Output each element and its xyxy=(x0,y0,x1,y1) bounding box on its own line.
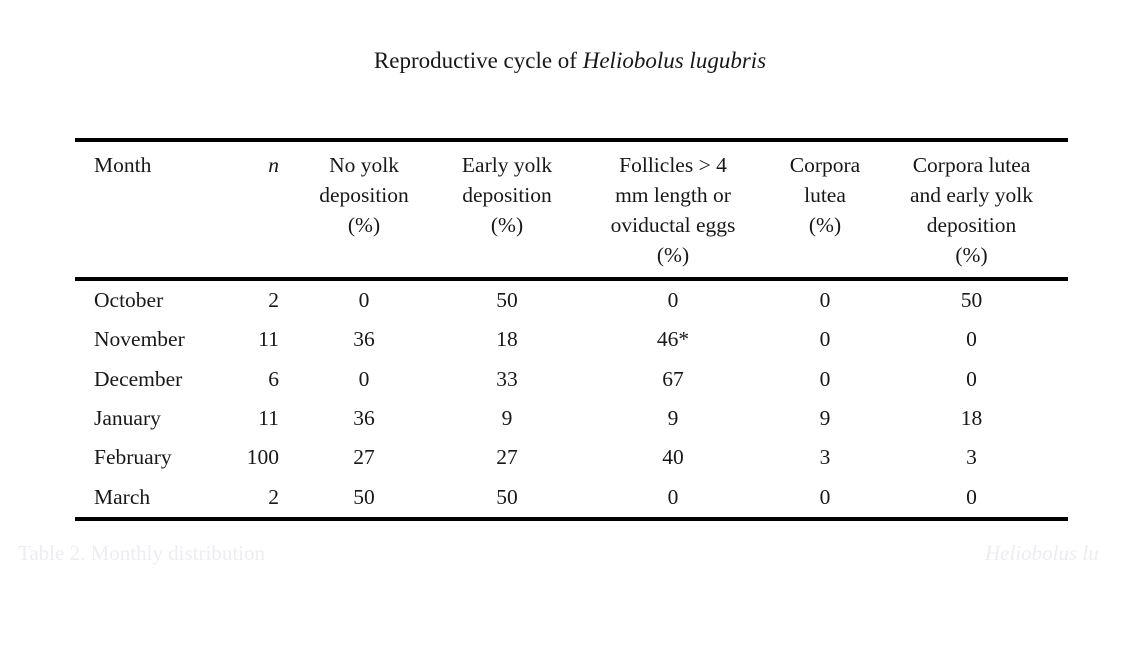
table-row-february: February 100 27 27 40 3 3 xyxy=(75,438,1068,477)
cell-n: 2 xyxy=(268,288,279,313)
column-header-corpora-lutea-early-yolk: Corpora lutea and early yolk deposition … xyxy=(875,140,1068,281)
column-header-no-yolk-deposition: No yolk deposition (%) xyxy=(285,140,443,281)
cell-n: 2 xyxy=(268,484,279,509)
cell-corpora-lutea: 9 xyxy=(819,406,831,431)
table-title: Reproductive cycle of Heliobolus lugubri… xyxy=(70,48,1070,74)
cell-early-yolk: 50 xyxy=(496,484,518,509)
cell-follicles: 9 xyxy=(667,406,679,431)
table-title-text: Reproductive cycle of xyxy=(373,48,583,73)
cell-corpora-lutea-early-yolk: 3 xyxy=(966,445,977,470)
cell-early-yolk: 27 xyxy=(496,445,518,470)
cell-corpora-lutea: 0 xyxy=(819,288,831,313)
column-header-early-yolk-deposition: Early yolk deposition (%) xyxy=(443,140,571,281)
cell-month: March xyxy=(94,484,151,509)
cell-follicles: 46* xyxy=(656,327,690,352)
table-row-march: March 2 50 50 0 0 0 xyxy=(75,477,1068,518)
table-body: October 2 0 50 0 0 50 November 11 36 18 … xyxy=(75,279,1068,519)
cell-no-yolk: 27 xyxy=(353,445,375,470)
cell-follicles: 40 xyxy=(662,445,684,470)
table-row-november: November 11 36 18 46* 0 0 xyxy=(75,320,1068,359)
column-header-corpora-lutea: Corpora lutea (%) xyxy=(775,140,875,281)
cell-early-yolk: 50 xyxy=(496,288,518,313)
cell-month: November xyxy=(94,327,185,352)
cell-no-yolk: 36 xyxy=(353,327,375,352)
cell-follicles: 67 xyxy=(662,366,684,391)
cell-corpora-lutea: 3 xyxy=(819,445,831,470)
cell-n: 6 xyxy=(268,366,279,391)
cell-month: February xyxy=(94,445,172,470)
cell-early-yolk: 9 xyxy=(501,406,513,431)
cell-corpora-lutea-early-yolk: 18 xyxy=(960,406,983,431)
cell-month: January xyxy=(94,406,161,431)
cell-corpora-lutea: 0 xyxy=(819,327,831,352)
column-header-n: n xyxy=(225,140,285,281)
table-row-december: December 6 0 33 67 0 0 xyxy=(75,360,1068,399)
cell-early-yolk: 18 xyxy=(496,327,518,352)
cell-no-yolk: 36 xyxy=(353,406,375,431)
cell-corpora-lutea-early-yolk: 50 xyxy=(960,288,983,313)
cell-n: 11 xyxy=(258,327,279,352)
cell-corpora-lutea: 0 xyxy=(819,484,831,509)
cell-corpora-lutea: 0 xyxy=(819,366,831,391)
cell-no-yolk: 50 xyxy=(353,484,375,509)
cell-follicles: 0 xyxy=(667,288,679,313)
cell-no-yolk: 0 xyxy=(358,288,370,313)
table-header-row: Month n No yolk deposition (%) Early yol… xyxy=(75,140,1068,281)
cell-month: December xyxy=(94,366,183,391)
table-row-october: October 2 0 50 0 0 50 xyxy=(75,279,1068,320)
table-row-january: January 11 36 9 9 9 18 xyxy=(75,399,1068,438)
clipped-caption-fragment-left: Table 2. Monthly distribution xyxy=(18,541,266,565)
clipped-caption-fragment-right: Heliobolus lu xyxy=(985,541,1099,565)
cell-corpora-lutea-early-yolk: 0 xyxy=(966,366,977,391)
reproductive-cycle-table: Month n No yolk deposition (%) Early yol… xyxy=(75,138,1068,521)
cell-no-yolk: 0 xyxy=(358,366,370,391)
column-header-month: Month xyxy=(75,140,225,281)
table-title-species-name: Heliobolus lugubris xyxy=(582,48,767,73)
column-header-follicles: Follicles > 4 mm length or oviductal egg… xyxy=(571,140,775,281)
cell-corpora-lutea-early-yolk: 0 xyxy=(966,484,977,509)
cell-month: October xyxy=(94,288,164,313)
cell-n: 11 xyxy=(258,406,279,431)
cell-early-yolk: 33 xyxy=(496,366,518,391)
table-header: Month n No yolk deposition (%) Early yol… xyxy=(75,140,1068,281)
cell-n: 100 xyxy=(246,445,279,470)
cell-follicles: 0 xyxy=(667,484,679,509)
cell-corpora-lutea-early-yolk: 0 xyxy=(966,327,977,352)
